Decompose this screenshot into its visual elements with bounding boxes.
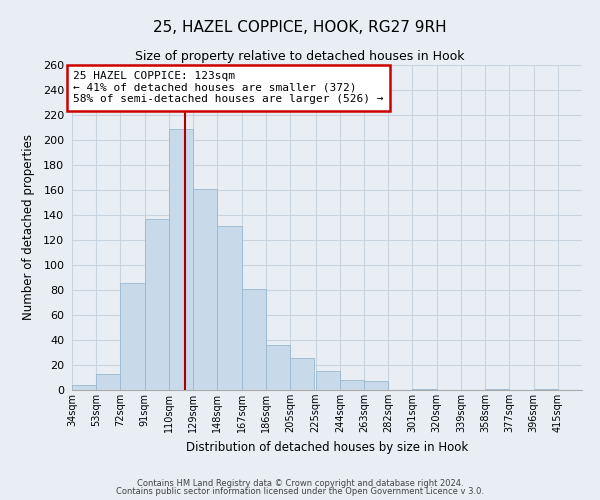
Y-axis label: Number of detached properties: Number of detached properties: [22, 134, 35, 320]
Bar: [412, 389, 437, 390]
Bar: [121, 282, 145, 390]
Bar: [485, 389, 509, 390]
Bar: [242, 289, 266, 390]
X-axis label: Distribution of detached houses by size in Hook: Distribution of detached houses by size …: [186, 440, 468, 454]
Bar: [533, 389, 558, 390]
Text: Contains public sector information licensed under the Open Government Licence v : Contains public sector information licen…: [116, 487, 484, 496]
Bar: [217, 226, 242, 390]
Bar: [96, 374, 121, 390]
Text: Size of property relative to detached houses in Hook: Size of property relative to detached ho…: [135, 50, 465, 63]
Text: 25, HAZEL COPPICE, HOOK, RG27 9RH: 25, HAZEL COPPICE, HOOK, RG27 9RH: [153, 20, 447, 35]
Text: 25 HAZEL COPPICE: 123sqm
← 41% of detached houses are smaller (372)
58% of semi-: 25 HAZEL COPPICE: 123sqm ← 41% of detach…: [73, 71, 384, 104]
Bar: [193, 188, 217, 390]
Text: Contains HM Land Registry data © Crown copyright and database right 2024.: Contains HM Land Registry data © Crown c…: [137, 478, 463, 488]
Bar: [266, 345, 290, 390]
Bar: [340, 380, 364, 390]
Bar: [145, 219, 169, 390]
Bar: [290, 358, 314, 390]
Bar: [364, 381, 388, 390]
Bar: [316, 371, 340, 390]
Bar: [72, 385, 96, 390]
Bar: [169, 128, 193, 390]
